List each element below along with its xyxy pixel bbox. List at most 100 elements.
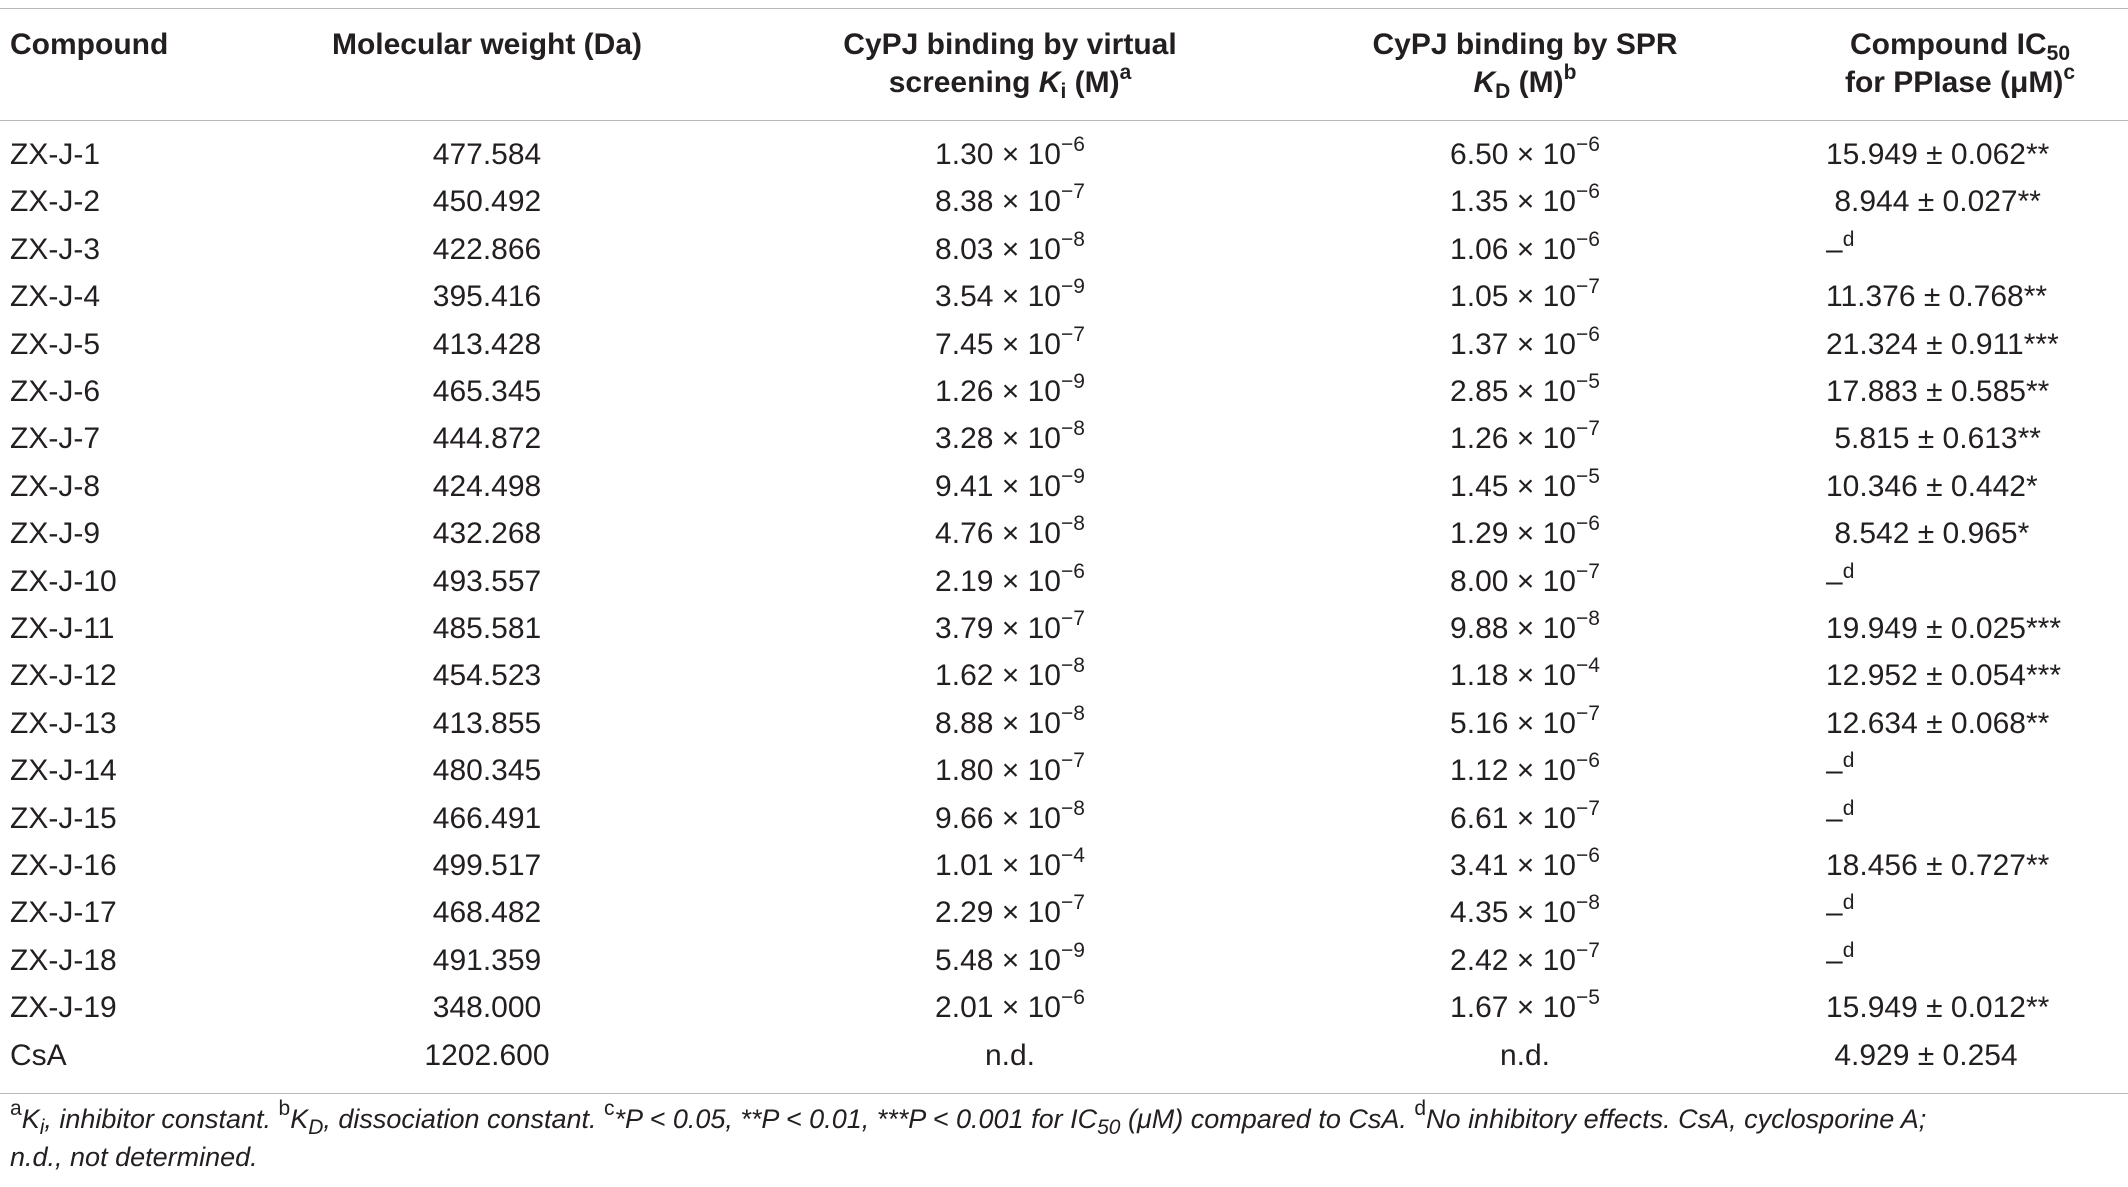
cell-kd: 1.06 × 10−6: [1450, 228, 1600, 266]
cell-ic50: –d: [1826, 891, 1855, 929]
bottom-rule: [0, 1093, 2128, 1094]
header-spr: CyPJ binding by SPR KD (M)b: [1372, 28, 1678, 103]
cell-ic50: 4.929 ± 0.254: [1826, 1039, 2018, 1072]
cell-compound: ZX-J-2: [10, 185, 100, 218]
cell-molecular-weight: 454.523: [432, 659, 542, 692]
cell-kd: 2.85 × 10−5: [1450, 370, 1600, 408]
cell-ic50: 12.634 ± 0.068**: [1826, 707, 2050, 740]
cell-ic50: 21.324 ± 0.911***: [1826, 328, 2059, 361]
cell-kd: 1.37 × 10−6: [1450, 323, 1600, 361]
cell-molecular-weight: 1202.600: [424, 1039, 550, 1072]
cell-ki: 1.26 × 10−9: [935, 370, 1085, 408]
cell-molecular-weight: 424.498: [432, 470, 542, 503]
cell-kd: 6.50 × 10−6: [1450, 133, 1600, 171]
cell-ic50: –d: [1826, 749, 1855, 787]
cell-compound: ZX-J-15: [10, 802, 117, 835]
cell-ki: 5.48 × 10−9: [935, 939, 1085, 977]
cell-molecular-weight: 480.345: [432, 754, 542, 787]
cell-compound: ZX-J-17: [10, 896, 117, 929]
cell-ic50: –d: [1826, 228, 1855, 266]
cell-molecular-weight: 450.492: [432, 185, 542, 218]
cell-compound: ZX-J-14: [10, 754, 117, 787]
cell-ic50: 11.376 ± 0.768**: [1826, 280, 2048, 313]
cell-molecular-weight: 493.557: [432, 565, 542, 598]
cell-compound: CsA: [10, 1039, 67, 1072]
cell-ki: 8.88 × 10−8: [935, 702, 1085, 740]
cell-kd: 1.29 × 10−6: [1450, 512, 1600, 550]
cell-compound: ZX-J-1: [10, 138, 100, 171]
cell-compound: ZX-J-18: [10, 944, 117, 977]
cell-ki: 7.45 × 10−7: [935, 323, 1085, 361]
cell-molecular-weight: 465.345: [432, 375, 542, 408]
cell-ic50: 18.456 ± 0.727**: [1826, 849, 2050, 882]
cell-compound: ZX-J-4: [10, 280, 100, 313]
cell-kd: 1.26 × 10−7: [1450, 417, 1600, 455]
cell-ic50: 15.949 ± 0.012**: [1826, 991, 2050, 1024]
header-ic50: Compound IC50 for PPIase (μM)c: [1844, 28, 2076, 99]
cell-kd: 2.42 × 10−7: [1450, 939, 1600, 977]
cell-compound: ZX-J-12: [10, 659, 117, 692]
cell-molecular-weight: 499.517: [432, 849, 542, 882]
cell-ic50: 17.883 ± 0.585**: [1826, 375, 2050, 408]
cell-ki: 9.66 × 10−8: [935, 797, 1085, 835]
top-rule: [0, 8, 2128, 9]
cell-molecular-weight: 466.491: [432, 802, 542, 835]
cell-ic50: 8.542 ± 0.965*: [1826, 517, 2030, 550]
cell-ic50: –d: [1826, 939, 1855, 977]
cell-ic50: 8.944 ± 0.027**: [1826, 185, 2041, 218]
cell-compound: ZX-J-16: [10, 849, 117, 882]
cell-ki: 3.79 × 10−7: [935, 607, 1085, 645]
header-molecular-weight: Molecular weight (Da): [331, 28, 643, 61]
cell-compound: ZX-J-9: [10, 517, 100, 550]
header-compound: Compound: [10, 28, 169, 61]
cell-kd: 5.16 × 10−7: [1450, 702, 1600, 740]
cell-kd: 1.18 × 10−4: [1450, 654, 1600, 692]
cell-compound: ZX-J-3: [10, 233, 100, 266]
cell-molecular-weight: 395.416: [432, 280, 542, 313]
header-virtual-screening: CyPJ binding by virtual screening Ki (M)…: [843, 28, 1177, 103]
cell-kd: n.d.: [1499, 1039, 1551, 1072]
cell-ic50: 5.815 ± 0.613**: [1826, 422, 2041, 455]
cell-molecular-weight: 432.268: [432, 517, 542, 550]
cell-compound: ZX-J-13: [10, 707, 117, 740]
cell-compound: ZX-J-11: [10, 612, 115, 645]
cell-kd: 9.88 × 10−8: [1450, 607, 1600, 645]
cell-ic50: 19.949 ± 0.025***: [1826, 612, 2061, 645]
cell-ki: 8.38 × 10−7: [935, 180, 1085, 218]
cell-ki: n.d.: [984, 1039, 1036, 1072]
cell-ki: 2.19 × 10−6: [935, 560, 1085, 598]
cell-molecular-weight: 348.000: [432, 991, 542, 1024]
cell-ki: 3.54 × 10−9: [935, 275, 1085, 313]
cell-molecular-weight: 422.866: [432, 233, 542, 266]
cell-compound: ZX-J-7: [10, 422, 100, 455]
cell-molecular-weight: 413.428: [432, 328, 542, 361]
cell-molecular-weight: 485.581: [432, 612, 542, 645]
cell-kd: 1.12 × 10−6: [1450, 749, 1600, 787]
cell-molecular-weight: 468.482: [432, 896, 542, 929]
cell-molecular-weight: 444.872: [432, 422, 542, 455]
cell-ki: 4.76 × 10−8: [935, 512, 1085, 550]
cell-kd: 1.35 × 10−6: [1450, 180, 1600, 218]
cell-kd: 1.67 × 10−5: [1450, 986, 1600, 1024]
cell-ki: 9.41 × 10−9: [935, 465, 1085, 503]
cell-ki: 8.03 × 10−8: [935, 228, 1085, 266]
cell-kd: 1.45 × 10−5: [1450, 465, 1600, 503]
cell-ic50: 12.952 ± 0.054***: [1826, 659, 2061, 692]
cell-kd: 3.41 × 10−6: [1450, 844, 1600, 882]
cell-kd: 8.00 × 10−7: [1450, 560, 1600, 598]
cell-ic50: 15.949 ± 0.062**: [1826, 138, 2050, 171]
cell-compound: ZX-J-8: [10, 470, 100, 503]
cell-ki: 3.28 × 10−8: [935, 417, 1085, 455]
cell-compound: ZX-J-19: [10, 991, 117, 1024]
cell-ki: 1.01 × 10−4: [935, 844, 1085, 882]
cell-molecular-weight: 491.359: [432, 944, 542, 977]
cell-ic50: –d: [1826, 560, 1855, 598]
cell-ki: 2.01 × 10−6: [935, 986, 1085, 1024]
table-footnote: aKi, inhibitor constant. bKD, dissociati…: [10, 1097, 1927, 1172]
cell-ic50: –d: [1826, 797, 1855, 835]
cell-ki: 2.29 × 10−7: [935, 891, 1085, 929]
cell-ki: 1.62 × 10−8: [935, 654, 1085, 692]
cell-ic50: 10.346 ± 0.442*: [1826, 470, 2038, 503]
cell-kd: 4.35 × 10−8: [1450, 891, 1600, 929]
cell-ki: 1.80 × 10−7: [935, 749, 1085, 787]
